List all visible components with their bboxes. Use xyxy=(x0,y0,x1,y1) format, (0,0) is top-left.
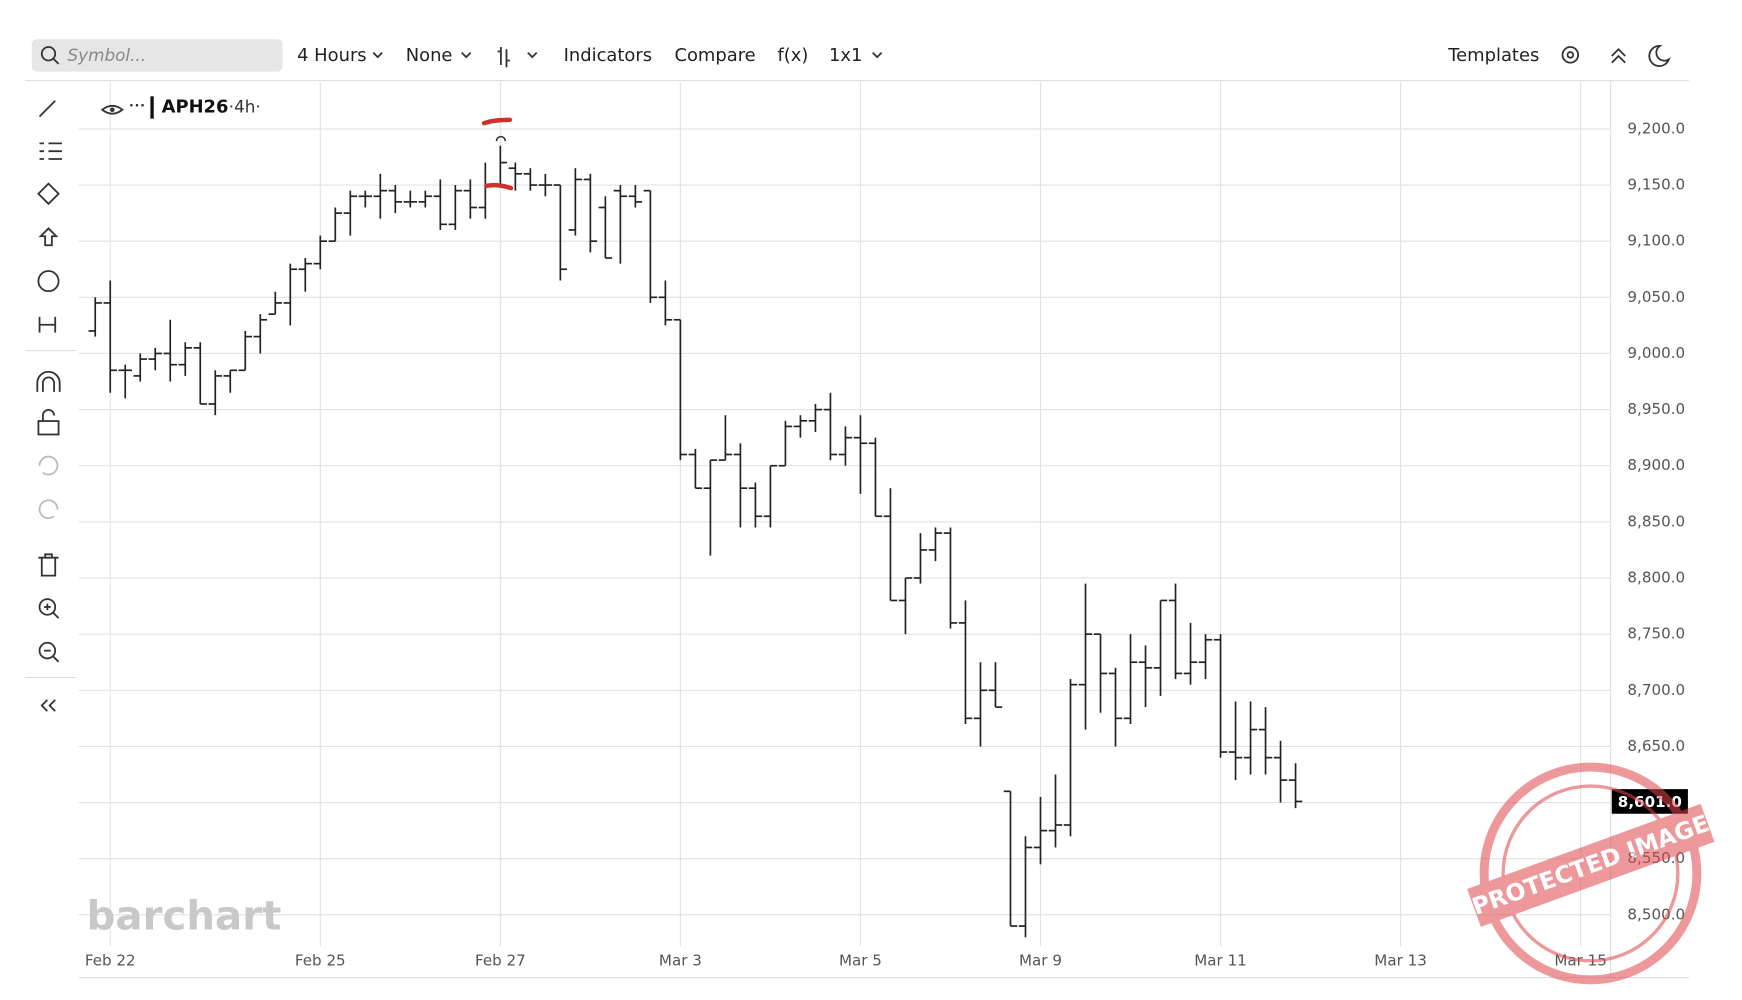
x-tick-label: Mar 9 xyxy=(1019,951,1062,969)
x-tick-label: Feb 25 xyxy=(295,951,346,969)
zoom-in-icon xyxy=(44,603,60,619)
watermark: barchart xyxy=(87,892,282,939)
y-tick-label: 9,200.0 xyxy=(1627,119,1685,137)
shape-tool[interactable] xyxy=(37,182,60,206)
annotation-mark xyxy=(495,135,507,142)
study-menu[interactable]: None xyxy=(406,45,453,66)
theme-button[interactable] xyxy=(1648,45,1671,67)
delete-button[interactable] xyxy=(38,553,59,577)
annotation-mark xyxy=(484,182,514,191)
note-tool[interactable] xyxy=(37,270,60,293)
templates-button[interactable]: Templates xyxy=(1447,45,1539,66)
y-tick-label: 8,800.0 xyxy=(1627,569,1685,587)
x-tick-label: Feb 22 xyxy=(85,951,136,969)
stamp-band xyxy=(1467,803,1715,927)
x-tick-label: Feb 27 xyxy=(475,951,526,969)
x-tick-label: Mar 13 xyxy=(1374,951,1427,969)
x-tick-label: Mar 3 xyxy=(659,951,702,969)
y-tick-label: 8,900.0 xyxy=(1627,456,1685,474)
y-tick-label: 8,500.0 xyxy=(1627,905,1685,923)
x-tick-label: Mar 11 xyxy=(1194,951,1247,969)
magnet-tool[interactable] xyxy=(36,370,61,392)
arrow-tool[interactable] xyxy=(38,227,59,247)
function-button[interactable]: f(x) xyxy=(777,45,808,66)
redo-button[interactable] xyxy=(38,499,59,520)
interval-label: ·4h· xyxy=(229,97,261,117)
y-tick-label: 8,750.0 xyxy=(1627,625,1685,643)
zoom-out-button[interactable] xyxy=(38,641,57,660)
interval-menu[interactable]: 4 Hours xyxy=(297,45,367,66)
dropdown-arrow xyxy=(372,51,383,59)
stamp-ring xyxy=(1501,784,1680,963)
dropdown-arrow xyxy=(461,51,472,59)
y-tick-label: 9,150.0 xyxy=(1627,176,1685,194)
grid xyxy=(78,81,1611,947)
annotation-mark xyxy=(481,117,513,126)
stamp-ring xyxy=(1479,762,1702,985)
y-tick-label: 9,050.0 xyxy=(1627,288,1685,306)
collapse-button[interactable] xyxy=(1611,48,1626,64)
bars xyxy=(88,145,1303,938)
undo-button[interactable] xyxy=(38,455,59,476)
lock-tool[interactable] xyxy=(37,420,60,436)
visibility-icon xyxy=(110,107,115,112)
lock-shackle xyxy=(41,409,55,422)
y-tick-label: 8,850.0 xyxy=(1627,512,1685,530)
y-tick-label: 8,700.0 xyxy=(1627,681,1685,699)
dropdown-arrow xyxy=(872,51,883,59)
sidebar xyxy=(24,100,77,712)
fib-tool[interactable] xyxy=(39,142,62,160)
x-tick-label: Mar 5 xyxy=(839,951,882,969)
indicators-button[interactable]: Indicators xyxy=(564,45,652,66)
settings-button[interactable] xyxy=(1561,46,1580,64)
settings-icon xyxy=(1566,51,1575,59)
dropdown-arrow xyxy=(527,51,538,59)
measure-tool[interactable] xyxy=(38,316,57,333)
search-box[interactable] xyxy=(31,39,283,72)
chart-type-icon[interactable] xyxy=(497,47,510,68)
y-tick-label: 8,950.0 xyxy=(1627,400,1685,418)
search-placeholder[interactable]: Symbol... xyxy=(68,45,147,65)
line-tool[interactable] xyxy=(38,100,56,118)
visibility-toggle[interactable] xyxy=(100,104,124,115)
y-tick-label: 8,650.0 xyxy=(1627,737,1685,755)
y-tick-label: 9,100.0 xyxy=(1627,232,1685,250)
compare-button[interactable]: Compare xyxy=(674,45,755,66)
layout-menu[interactable]: 1x1 xyxy=(829,45,862,66)
symbol-label: APH26 xyxy=(162,97,229,118)
zoom-out-icon xyxy=(44,649,60,663)
y-tick-label: 9,000.0 xyxy=(1627,344,1685,362)
zoom-in-button[interactable] xyxy=(38,598,57,616)
symbol-color xyxy=(150,96,154,119)
axes: 8,500.08,550.08,600.08,650.08,700.08,750… xyxy=(85,119,1688,969)
search-icon xyxy=(52,57,60,65)
search-icon xyxy=(40,46,57,62)
collapse-sidebar-button[interactable] xyxy=(40,699,56,712)
